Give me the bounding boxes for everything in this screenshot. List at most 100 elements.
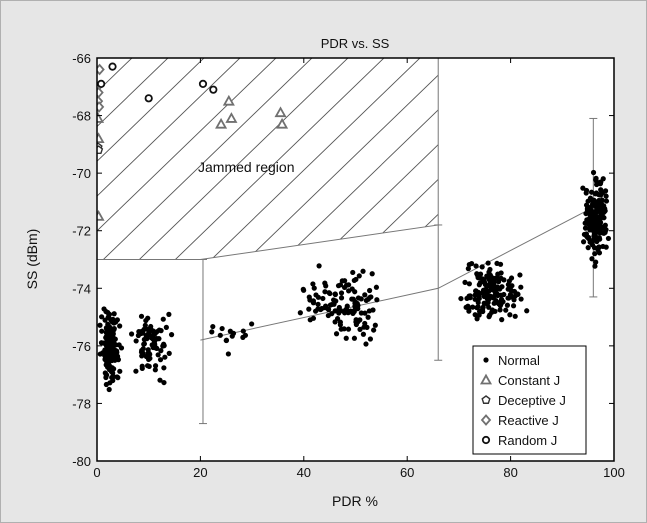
normal-point (107, 337, 113, 343)
normal-point (583, 187, 590, 194)
hatch-line (1, 28, 19, 270)
hatch-line (97, 58, 200, 260)
normal-point (152, 367, 158, 373)
normal-point (103, 381, 109, 388)
normal-point (312, 308, 319, 314)
normal-point (602, 188, 609, 194)
axis-ticks: 0 20 40 60 80 100 -80 -78 -76 -74 -72 -70 -68 -66 (72, 51, 625, 480)
normal-point (583, 210, 589, 217)
y-tick-label: -66 (72, 51, 91, 66)
normal-point (327, 302, 333, 308)
normal-point (597, 219, 604, 226)
normal-point (157, 377, 163, 383)
normal-point (463, 304, 469, 310)
normal-point (111, 366, 117, 372)
normal-point (356, 273, 362, 279)
normal-point (462, 279, 468, 285)
normal-point (117, 323, 123, 329)
normal-point (353, 321, 359, 328)
chart-title: PDR vs. SS (321, 36, 390, 51)
deceptive-j-point (97, 145, 104, 155)
normal-point (325, 306, 332, 312)
normal-point (116, 342, 122, 348)
normal-point (589, 256, 595, 262)
normal-point (596, 230, 603, 236)
normal-point (109, 357, 115, 364)
y-tick-label: -68 (72, 109, 91, 124)
hatch-line (97, 58, 308, 260)
normal-point (363, 341, 369, 347)
normal-point (591, 197, 597, 203)
normal-point (479, 306, 486, 312)
jammed-region-border (97, 58, 439, 260)
random-j-point (198, 79, 208, 89)
normal-point (482, 281, 488, 288)
normal-point (249, 321, 255, 327)
legend-label: Random J (498, 433, 557, 448)
reactive-j-point (97, 63, 105, 76)
normal-point (332, 291, 338, 297)
normal-point (603, 198, 610, 204)
normal-point (297, 310, 303, 316)
normal-point (503, 307, 509, 313)
normal-point (161, 341, 167, 347)
hatch-line (97, 58, 236, 260)
normal-point (351, 277, 357, 284)
normal-point (310, 315, 317, 321)
normal-point (347, 308, 354, 314)
normal-point (128, 331, 135, 337)
normal-point (152, 341, 158, 347)
legend-label: Constant J (498, 373, 560, 388)
normal-point (458, 295, 464, 302)
normal-point (495, 301, 502, 307)
normal-point (474, 316, 480, 322)
x-tick-label: 60 (400, 465, 414, 480)
normal-point (472, 296, 478, 302)
normal-point (469, 260, 475, 267)
normal-point (585, 235, 592, 241)
normal-point (364, 324, 370, 330)
plot-frame (96, 57, 615, 462)
normal-point (335, 283, 342, 289)
normal-point (588, 189, 595, 195)
y-tick-label: -80 (72, 454, 91, 469)
normal-point (223, 337, 230, 343)
normal-point (367, 294, 373, 301)
normal-point (584, 217, 590, 223)
normal-point (597, 236, 603, 242)
normal-point (106, 311, 113, 317)
normal-point (467, 295, 473, 301)
normal-point (603, 193, 609, 199)
normal-point (357, 317, 363, 323)
normal-point (591, 232, 597, 238)
normal-point (166, 311, 172, 317)
legend-marker (481, 395, 491, 404)
y-tick-label: -72 (72, 224, 91, 239)
normal-point (161, 365, 167, 371)
normal-point (505, 286, 511, 292)
normal-point (306, 306, 312, 312)
normal-point (355, 295, 362, 301)
normal-point (110, 345, 116, 352)
normal-point (139, 365, 145, 371)
x-axis-title: PDR % (332, 493, 378, 509)
normal-point (592, 251, 598, 257)
normal-point (337, 319, 343, 325)
constant-j-point (215, 117, 228, 129)
legend-label: Reactive J (498, 413, 559, 428)
normal-point (349, 286, 355, 292)
normal-point (98, 314, 105, 320)
normal-point (514, 291, 521, 297)
normal-point (161, 379, 167, 386)
normal-point (473, 263, 479, 269)
normal-point (138, 313, 145, 319)
normal-point (350, 269, 356, 276)
normal-point (370, 307, 376, 313)
hatch-line (97, 58, 344, 260)
normal-point (589, 242, 596, 248)
random-j-point (144, 94, 153, 103)
normal-point (345, 326, 352, 332)
normal-point (477, 280, 483, 286)
normal-point (494, 260, 500, 267)
